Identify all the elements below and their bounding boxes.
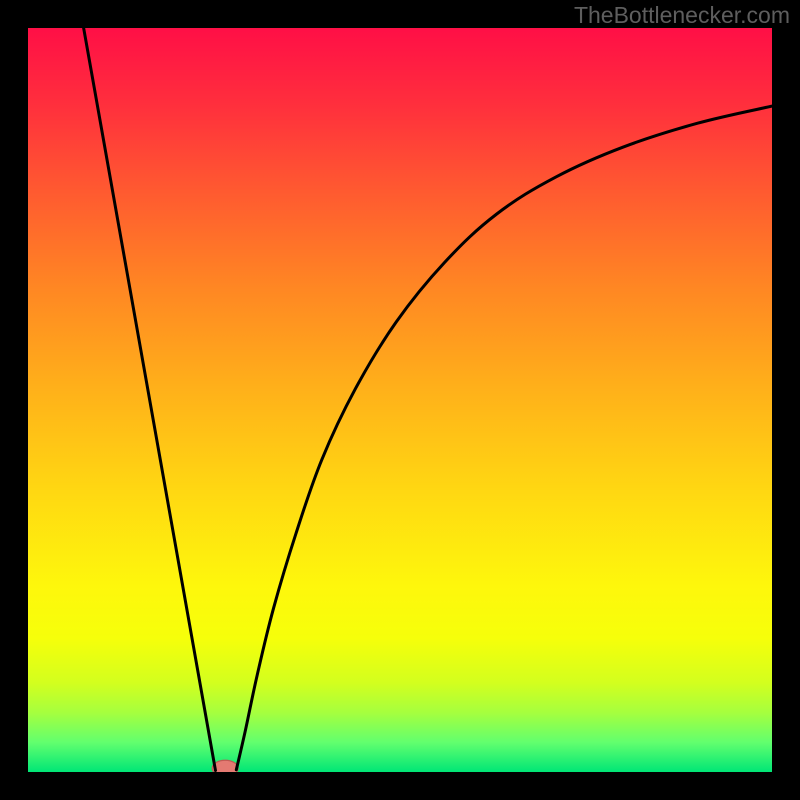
chart-container: TheBottlenecker.com <box>0 0 800 800</box>
bottleneck-chart-svg <box>0 0 800 800</box>
chart-plot-area <box>28 28 772 772</box>
watermark-text: TheBottlenecker.com <box>574 2 790 29</box>
